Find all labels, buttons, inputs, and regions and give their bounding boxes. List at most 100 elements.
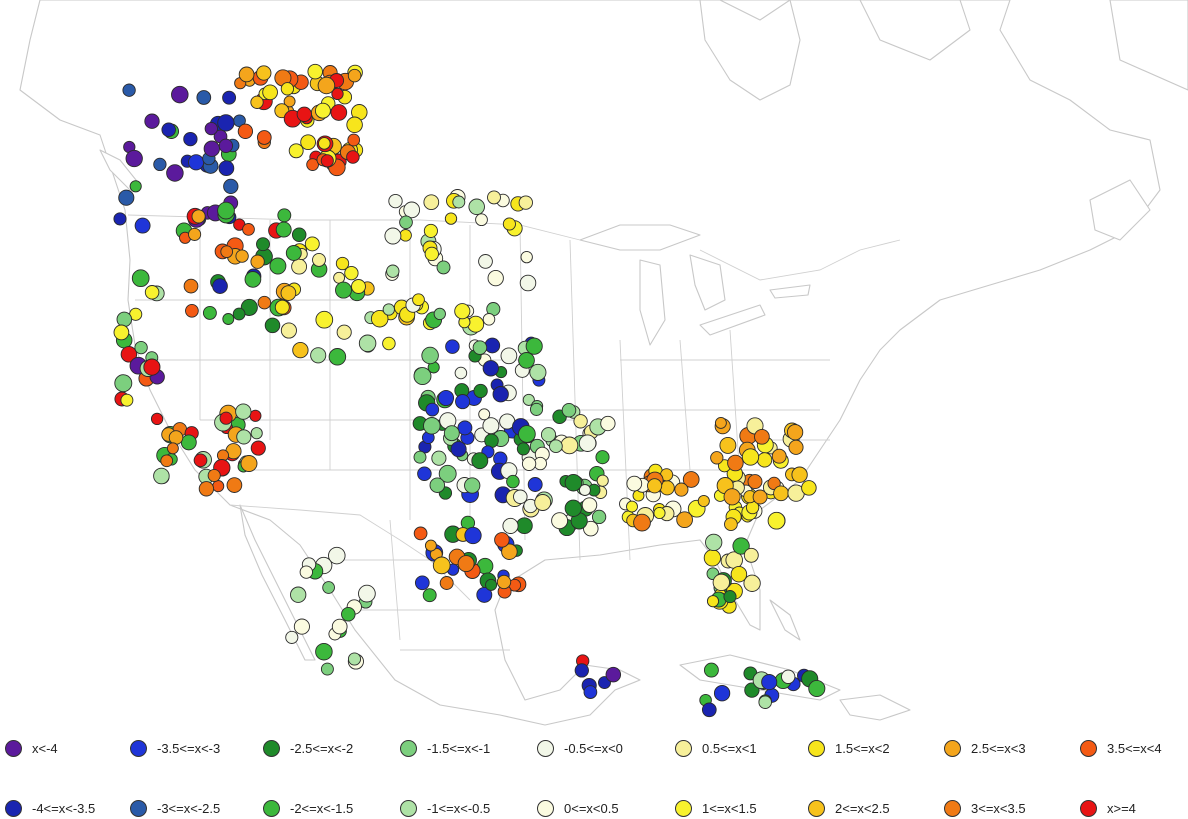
- station-marker: [113, 212, 127, 226]
- station-marker: [529, 402, 544, 416]
- station-marker: [496, 574, 512, 590]
- station-marker: [516, 442, 530, 456]
- continent-outline: [19, 0, 1161, 726]
- station-marker: [171, 85, 189, 104]
- legend-item: 0.5<=x<1: [675, 737, 757, 759]
- bahamas: [769, 599, 801, 641]
- station-marker: [482, 360, 499, 377]
- station-marker: [436, 260, 451, 275]
- station-marker: [423, 417, 441, 435]
- legend-label: -4<=x<-3.5: [32, 800, 96, 816]
- station-marker: [351, 279, 366, 294]
- station-marker: [705, 533, 723, 552]
- station-marker: [161, 122, 176, 137]
- greenland: [1109, 0, 1188, 91]
- station-marker: [312, 252, 326, 267]
- station-marker: [217, 114, 235, 132]
- station-marker: [240, 455, 258, 472]
- station-marker: [581, 497, 598, 513]
- station-marker: [198, 481, 215, 497]
- station-marker: [786, 424, 804, 441]
- legend-swatch: [1080, 799, 1097, 817]
- station-marker: [291, 258, 308, 275]
- station-marker: [292, 341, 309, 359]
- station-marker: [754, 428, 770, 445]
- legend-swatch: [130, 799, 147, 817]
- legend-label: -1.5<=x<-1: [427, 740, 491, 756]
- legend-item: -4<=x<-3.5: [5, 797, 95, 819]
- station-marker: [370, 309, 389, 328]
- station-marker: [494, 532, 510, 548]
- arctic-island: [719, 0, 791, 21]
- legend-label: 1.5<=x<2: [835, 740, 890, 756]
- hispaniola: [839, 694, 911, 721]
- hudson-bay: [699, 0, 801, 101]
- station-marker: [318, 137, 331, 150]
- legend-swatch: [130, 739, 147, 757]
- legend-item: 2<=x<2.5: [808, 797, 890, 819]
- station-marker: [296, 106, 312, 122]
- station-marker: [116, 311, 133, 328]
- station-marker: [285, 245, 302, 261]
- lake-ontario: [769, 284, 811, 299]
- station-marker: [564, 473, 583, 492]
- station-marker: [382, 303, 395, 316]
- station-marker: [299, 565, 313, 579]
- station-marker: [358, 584, 376, 603]
- station-marker: [471, 452, 489, 470]
- station-marker: [168, 430, 184, 445]
- station-marker: [223, 178, 239, 195]
- station-marker: [331, 618, 348, 635]
- station-marker: [730, 565, 748, 583]
- station-marker: [771, 448, 787, 464]
- legend-label: x<-4: [32, 740, 58, 756]
- station-marker: [443, 425, 460, 442]
- station-marker: [781, 669, 796, 684]
- station-marker: [344, 265, 359, 281]
- station-marker: [574, 663, 589, 678]
- station-marker: [476, 586, 493, 603]
- station-marker: [525, 337, 543, 355]
- station-marker: [724, 517, 738, 532]
- station-marker: [188, 154, 205, 171]
- station-marker: [788, 439, 804, 455]
- station-marker: [143, 358, 161, 376]
- station-marker: [475, 213, 488, 227]
- station-marker: [328, 546, 346, 565]
- station-marker: [358, 334, 377, 353]
- legend-swatch: [1080, 739, 1097, 757]
- station-marker: [122, 83, 136, 97]
- station-marker: [207, 468, 221, 483]
- station-marker: [485, 578, 498, 591]
- station-marker: [114, 374, 133, 393]
- station-marker: [457, 420, 473, 436]
- station-marker: [596, 474, 609, 487]
- station-marker: [244, 271, 262, 288]
- station-marker: [706, 595, 720, 608]
- station-marker: [283, 95, 296, 108]
- station-marker: [758, 695, 772, 709]
- legend-swatch: [5, 799, 22, 817]
- legend-label: 2.5<=x<3: [971, 740, 1026, 756]
- station-marker: [217, 201, 235, 220]
- station-marker: [399, 229, 412, 242]
- station-marker: [527, 477, 543, 492]
- lake-huron: [689, 254, 726, 311]
- station-marker: [331, 87, 344, 101]
- station-marker: [413, 450, 427, 464]
- station-marker: [424, 539, 437, 552]
- legend-label: 0.5<=x<1: [702, 740, 757, 756]
- station-marker: [256, 65, 272, 81]
- legend-swatch: [675, 739, 692, 757]
- station-marker: [423, 194, 440, 211]
- station-marker: [583, 685, 598, 699]
- station-marker: [522, 393, 535, 406]
- station-marker: [452, 195, 466, 209]
- station-marker: [166, 164, 184, 182]
- station-marker: [417, 466, 432, 481]
- station-marker: [583, 520, 599, 537]
- station-marker: [250, 427, 263, 440]
- station-marker: [306, 158, 319, 171]
- station-marker: [500, 347, 518, 365]
- station-marker: [439, 576, 454, 590]
